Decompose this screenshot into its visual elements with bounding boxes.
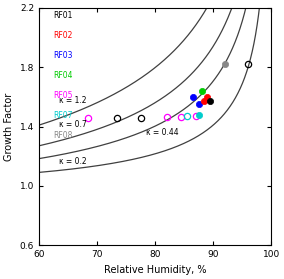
Text: RF03: RF03 — [53, 51, 73, 60]
Text: RF08: RF08 — [53, 131, 73, 140]
Y-axis label: Growth Factor: Growth Factor — [4, 92, 14, 161]
X-axis label: Relative Humidity, %: Relative Humidity, % — [104, 265, 206, 275]
Text: RF07: RF07 — [53, 111, 73, 120]
Text: RF02: RF02 — [53, 31, 73, 40]
Text: RF01: RF01 — [53, 11, 73, 20]
Text: κ = 0.44: κ = 0.44 — [146, 128, 179, 138]
Text: κ = 1.2: κ = 1.2 — [59, 96, 87, 105]
Text: RF05: RF05 — [53, 91, 73, 100]
Text: RF04: RF04 — [53, 71, 73, 80]
Text: κ = 0.7: κ = 0.7 — [59, 119, 87, 129]
Text: κ = 0.2: κ = 0.2 — [59, 157, 87, 166]
